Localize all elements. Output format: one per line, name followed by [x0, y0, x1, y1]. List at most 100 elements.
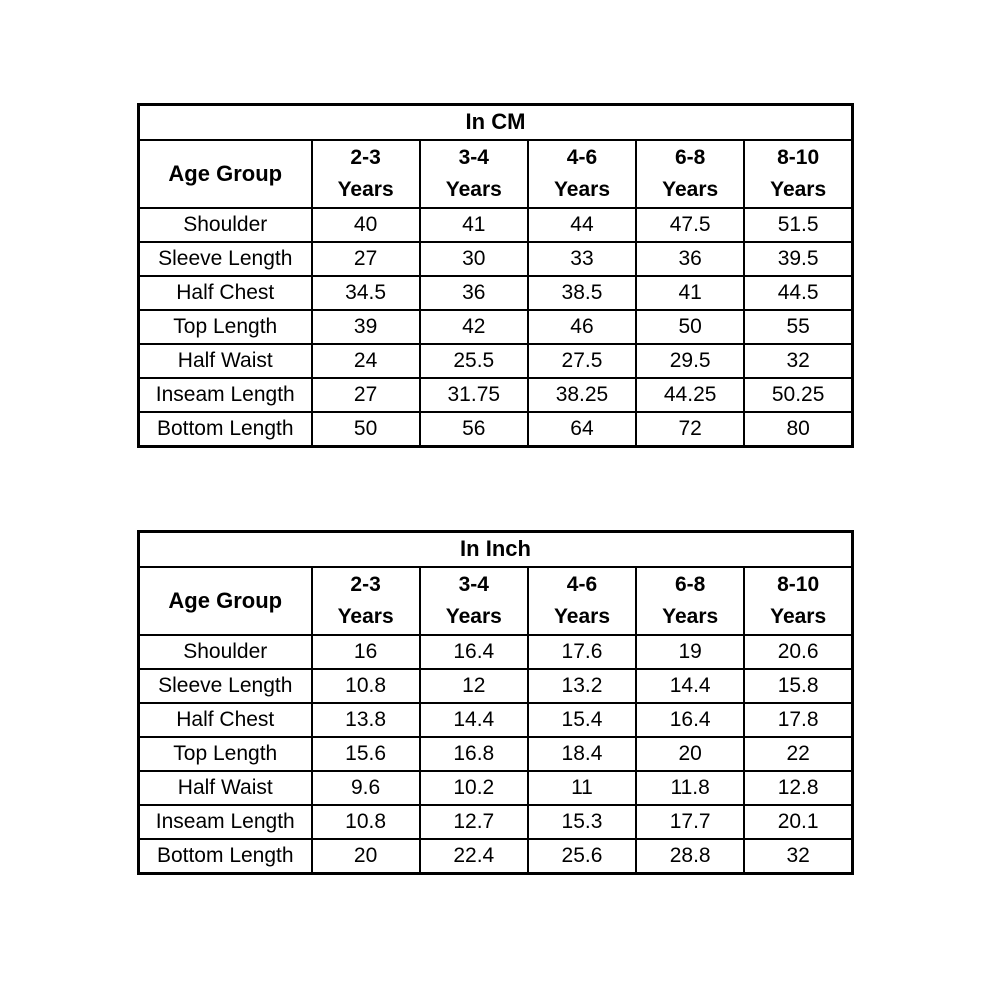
table-row: Top Length 15.6 16.8 18.4 20 22: [137, 736, 854, 772]
col-header-range: 4-6: [566, 573, 598, 596]
col-header-unit: Years: [337, 178, 394, 201]
col-header: 6-8 Years: [635, 566, 746, 636]
cell-value: 39: [310, 309, 421, 345]
cell-value: 64: [526, 411, 638, 448]
cell-value: 33: [526, 241, 638, 277]
table-row: Half Waist 24 25.5 27.5 29.5 32: [137, 343, 854, 379]
cell-value: 11: [526, 770, 638, 806]
cell-value: 50: [635, 309, 746, 345]
size-table-inch: In Inch Age Group 2-3 Years 3-4 Years 4-…: [137, 530, 854, 875]
cell-value: 11.8: [635, 770, 746, 806]
cell-value: 50: [310, 411, 421, 448]
col-header-range: 4-6: [566, 146, 598, 169]
cell-value: 16: [310, 634, 421, 670]
col-header: 2-3 Years: [310, 566, 421, 636]
row-label: Half Waist: [137, 343, 313, 379]
cell-value: 15.3: [526, 804, 638, 840]
row-label: Bottom Length: [137, 411, 313, 448]
col-header: 2-3 Years: [310, 139, 421, 209]
cell-value: 25.5: [418, 343, 529, 379]
table-row: Half Chest 34.5 36 38.5 41 44.5: [137, 275, 854, 311]
col-header: 6-8 Years: [635, 139, 746, 209]
table-title-row: In CM: [137, 103, 854, 141]
cell-value: 9.6: [310, 770, 421, 806]
cell-value: 22: [743, 736, 854, 772]
table-row: Shoulder 16 16.4 17.6 19 20.6: [137, 634, 854, 670]
row-label: Shoulder: [137, 634, 313, 670]
col-header-unit: Years: [770, 605, 827, 628]
row-label: Inseam Length: [137, 377, 313, 413]
cell-value: 20.6: [743, 634, 854, 670]
cell-value: 34.5: [310, 275, 421, 311]
cell-value: 28.8: [635, 838, 746, 875]
cell-value: 36: [635, 241, 746, 277]
size-table-cm: In CM Age Group 2-3 Years 3-4 Years 4-6 …: [137, 103, 854, 448]
cell-value: 17.6: [526, 634, 638, 670]
cell-value: 20: [310, 838, 421, 875]
col-header: 3-4 Years: [418, 139, 529, 209]
col-header-unit: Years: [337, 605, 394, 628]
table-row: Sleeve Length 27 30 33 36 39.5: [137, 241, 854, 277]
cell-value: 72: [635, 411, 746, 448]
cell-value: 56: [418, 411, 529, 448]
row-label: Half Chest: [137, 275, 313, 311]
col-header: 3-4 Years: [418, 566, 529, 636]
table-row: Inseam Length 10.8 12.7 15.3 17.7 20.1: [137, 804, 854, 840]
cell-value: 51.5: [743, 207, 854, 243]
cell-value: 10.8: [310, 804, 421, 840]
cell-value: 42: [418, 309, 529, 345]
row-label: Sleeve Length: [137, 241, 313, 277]
cell-value: 44: [526, 207, 638, 243]
cell-value: 16.8: [418, 736, 529, 772]
cell-value: 10.8: [310, 668, 421, 704]
cell-value: 12.8: [743, 770, 854, 806]
table-title: In CM: [137, 103, 854, 141]
cell-value: 27: [310, 241, 421, 277]
cell-value: 18.4: [526, 736, 638, 772]
row-label: Sleeve Length: [137, 668, 313, 704]
cell-value: 12.7: [418, 804, 529, 840]
age-group-header: Age Group: [137, 139, 313, 209]
table-header-row: Age Group 2-3 Years 3-4 Years 4-6 Years …: [137, 139, 854, 209]
col-header-unit: Years: [553, 178, 610, 201]
cell-value: 55: [743, 309, 854, 345]
table-row: Half Chest 13.8 14.4 15.4 16.4 17.8: [137, 702, 854, 738]
table-row: Bottom Length 50 56 64 72 80: [137, 411, 854, 448]
table-title: In Inch: [137, 530, 854, 568]
row-label: Inseam Length: [137, 804, 313, 840]
col-header-unit: Years: [445, 178, 502, 201]
cell-value: 13.2: [526, 668, 638, 704]
cell-value: 31.75: [418, 377, 529, 413]
cell-value: 40: [310, 207, 421, 243]
row-label: Shoulder: [137, 207, 313, 243]
cell-value: 17.8: [743, 702, 854, 738]
cell-value: 44.5: [743, 275, 854, 311]
col-header-range: 8-10: [777, 146, 820, 169]
cell-value: 80: [743, 411, 854, 448]
cell-value: 44.25: [635, 377, 746, 413]
col-header-range: 3-4: [458, 573, 489, 596]
cell-value: 15.6: [310, 736, 421, 772]
cell-value: 20.1: [743, 804, 854, 840]
col-header: 8-10 Years: [743, 139, 854, 209]
cell-value: 16.4: [635, 702, 746, 738]
table-row: Inseam Length 27 31.75 38.25 44.25 50.25: [137, 377, 854, 413]
col-header-range: 3-4: [458, 146, 489, 169]
cell-value: 27.5: [526, 343, 638, 379]
cell-value: 14.4: [418, 702, 529, 738]
cell-value: 17.7: [635, 804, 746, 840]
cell-value: 41: [635, 275, 746, 311]
col-header-unit: Years: [445, 605, 502, 628]
table-header-row: Age Group 2-3 Years 3-4 Years 4-6 Years …: [137, 566, 854, 636]
table-title-row: In Inch: [137, 530, 854, 568]
col-header-range: 6-8: [674, 573, 706, 596]
cell-value: 22.4: [418, 838, 529, 875]
cell-value: 32: [743, 838, 854, 875]
cell-value: 30: [418, 241, 529, 277]
cell-value: 24: [310, 343, 421, 379]
cell-value: 15.8: [743, 668, 854, 704]
col-header: 4-6 Years: [526, 139, 638, 209]
table-row: Sleeve Length 10.8 12 13.2 14.4 15.8: [137, 668, 854, 704]
cell-value: 27: [310, 377, 421, 413]
cell-value: 29.5: [635, 343, 746, 379]
